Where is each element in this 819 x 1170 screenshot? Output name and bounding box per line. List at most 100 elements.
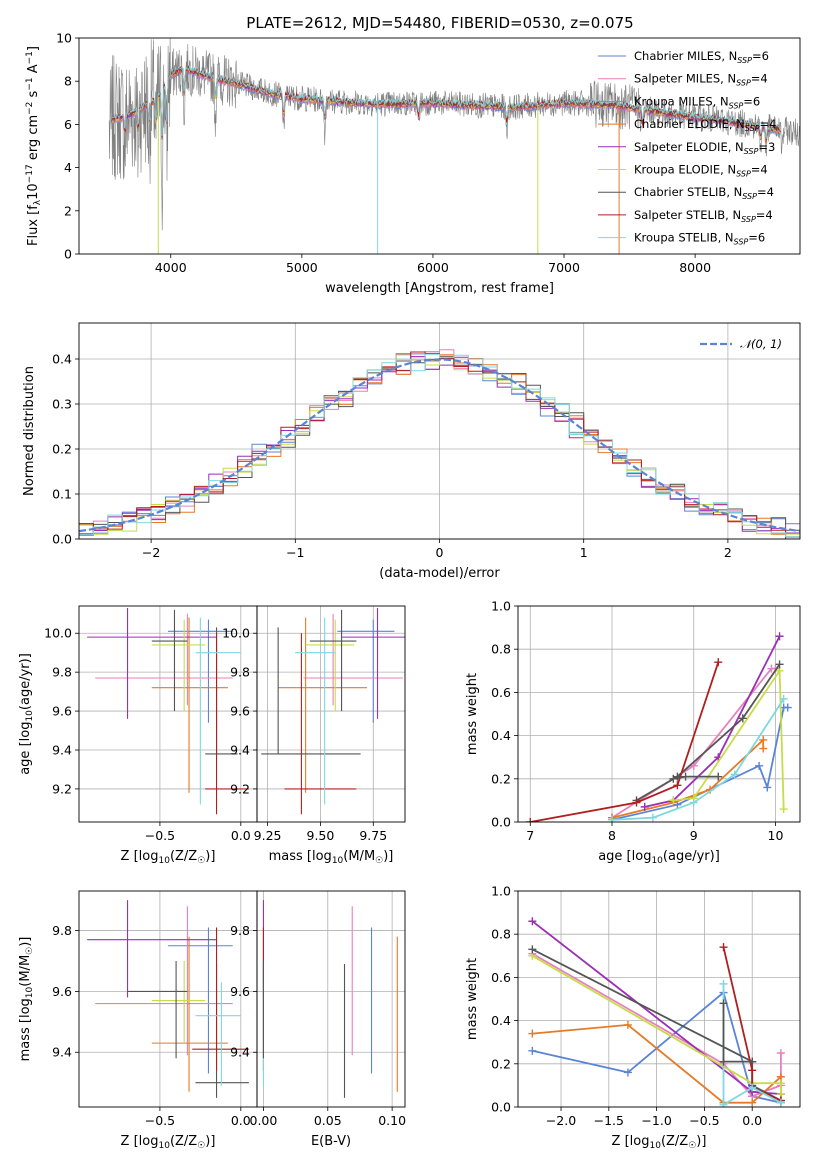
legend-text: Chabrier ELODIE, N [634,117,745,131]
legend-sub: SSP [736,170,751,179]
label-part: s [26,90,41,101]
x-tick-label: 8 [608,828,616,843]
y-tick-label: 0.2 [52,442,72,457]
y-tick-label: 9.8 [52,923,72,938]
age_vs_mass-frame [256,605,406,823]
legend-sub: SSP [734,238,749,247]
legend-sub: SSP [736,79,751,88]
x-tick-label: 0.0 [231,828,251,843]
legend-entry: Kroupa MILES, NSSP=6 [634,94,760,110]
legend-entry: Salpeter ELODIE, NSSP=3 [634,140,775,156]
residuals-xlabel: (data-model)/error [379,566,500,581]
data-point-marker [623,1068,632,1077]
label-part: A [26,64,41,77]
label-part: 10 [25,710,35,722]
series-line-kroupa-elodie [673,667,785,810]
legend-text: Kroupa STELIB, N [634,231,734,245]
massweight_vs_Z-xlabel: Z [log10(Z/Z☉)] [612,1134,707,1151]
y-tick-label: 0.2 [491,771,511,786]
legend-entry: Salpeter MILES, NSSP=4 [634,72,768,88]
age_vs_Z-xlabel: Z [log10(Z/Z☉)] [121,849,216,866]
y-tick-label: 9.2 [52,781,72,796]
label-part: age/yr [18,663,33,705]
mass_vs_ebv-grid [257,891,405,1107]
normal-distribution-curve [79,358,800,533]
label-part: Normed distribution [22,366,37,496]
legend-value: =4 [757,185,774,199]
data-point-marker [776,1098,785,1107]
label-part: −2 [25,102,35,115]
legend-text: Chabrier STELIB, N [634,185,742,199]
data-point-marker [673,781,682,790]
y-tick-label: 10.0 [44,626,72,641]
data-point-marker [640,802,649,811]
y-tick-label: 1.0 [491,599,511,614]
spectrum-frame [78,37,801,255]
histogram-legend: 𝒩(0, 1) [700,337,782,351]
massweight_vs_Z-ticks: −2.0 −1.5 −1.0 −0.5 0.0 0.0 0.2 0.4 0.6 0.8 1.0 [491,884,762,1129]
label-part: ☉ [197,1141,205,1151]
x-tick-label: 5000 [286,260,318,275]
massweight_vs_age-ylabel: mass weight [465,673,480,755]
y-tick-label: 0.8 [491,642,511,657]
data-point-marker [783,703,792,712]
x-tick-label: 6000 [417,260,449,275]
label-part: −1 [25,77,35,90]
x-tick-label: 1 [580,545,588,560]
label-part: 10 [651,856,663,866]
y-tick-label: 0.4 [491,1013,511,1028]
data-point-marker [689,798,698,807]
y-tick-label: 9.6 [230,704,250,719]
y-tick-label: 2 [64,203,72,218]
x-tick-label: −2.0 [546,1113,576,1128]
label-part: wavelength [Angstrom, rest frame] [325,281,554,296]
massweight_vs_age-frame [517,605,801,823]
y-tick-label: 0.1 [52,487,72,502]
label-part: )] [383,849,393,864]
label-part: )] [18,937,33,947]
massweight_vs_Z-frame [517,890,801,1108]
mass_vs_ebv-xlabel: E(B-V) [311,1134,351,1149]
label-part: age/yr [668,849,710,864]
series-line-salpeter-elodie [644,635,781,808]
label-part: −17 [25,164,35,183]
y-tick-label: 9.4 [230,1045,250,1060]
x-tick-label: 8000 [679,260,711,275]
data-point-marker [623,1020,632,1029]
data-point-marker [775,632,784,641]
y-tick-label: 0.4 [52,352,72,367]
residuals-ylabel: Normed distribution [22,366,37,496]
label-part: ( [663,849,668,864]
data-point-marker [719,999,728,1008]
label-part: mass weight [465,958,480,1040]
data-point-marker [738,714,747,723]
data-point-marker [759,735,768,744]
x-tick-label: −2 [142,545,160,560]
data-point-marker [763,783,772,792]
y-tick-label: 9.8 [230,923,250,938]
y-tick-label: 9.6 [230,984,250,999]
legend-text: Chabrier MILES, N [634,49,737,63]
label-part: mass [log [269,849,332,864]
data-point-marker [730,770,739,779]
spectrum-ticks: 4000 5000 6000 7000 8000 0 2 4 6 8 10 [56,31,711,276]
y-tick-label: 0.2 [491,1056,511,1071]
mass_vs_ebv-frame [256,890,406,1108]
legend-text: Salpeter STELIB, N [634,208,741,222]
legend-sub: SSP [742,192,757,201]
x-tick-label: 0 [436,545,444,560]
figure-title: PLATE=2612, MJD=54480, FIBERID=0530, z=0… [246,14,633,32]
mass_vs_Z-plot [87,900,249,1098]
label-part: E(B-V) [311,1134,351,1149]
y-tick-label: 10.0 [222,626,250,641]
data-point-marker [719,1100,728,1107]
x-tick-label: 9.50 [307,828,335,843]
residuals-frame [78,322,801,540]
mass_vs_Z-ylabel: mass [log10(M/M☉)] [18,937,35,1062]
y-tick-label: 9.4 [52,743,72,758]
y-tick-label: 6 [64,117,72,132]
label-part: )] [710,849,720,864]
legend-sub: SSP [744,147,759,156]
